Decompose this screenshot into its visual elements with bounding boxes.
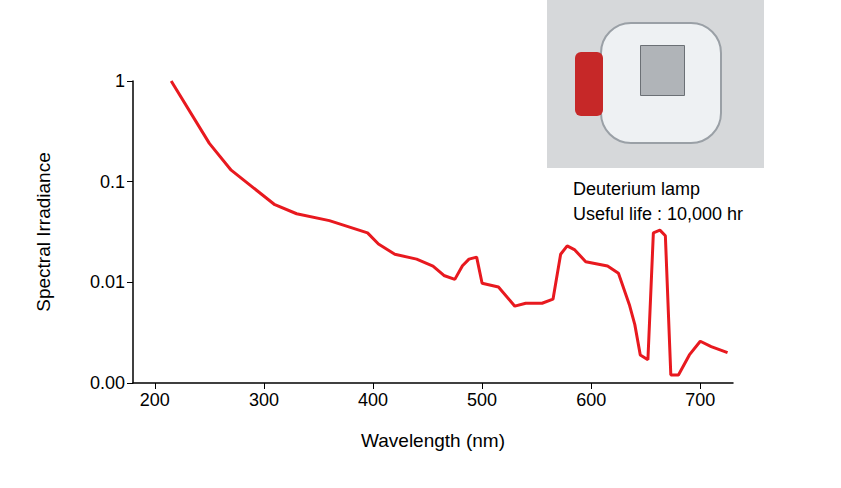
svg-text:1: 1	[115, 71, 125, 91]
svg-text:600: 600	[576, 390, 606, 410]
svg-text:500: 500	[467, 390, 497, 410]
svg-text:300: 300	[249, 390, 279, 410]
svg-text:0.1: 0.1	[100, 172, 125, 192]
svg-text:0.01: 0.01	[90, 272, 125, 292]
svg-text:Spectral Irradiance: Spectral Irradiance	[33, 152, 54, 311]
svg-text:700: 700	[685, 390, 715, 410]
svg-text:Useful life : 10,000 hr: Useful life : 10,000 hr	[573, 204, 743, 224]
svg-text:400: 400	[358, 390, 388, 410]
svg-text:200: 200	[140, 390, 170, 410]
svg-text:Deuterium lamp: Deuterium lamp	[573, 179, 700, 199]
svg-text:Wavelength (nm): Wavelength (nm)	[361, 430, 505, 451]
svg-text:0.00: 0.00	[90, 373, 125, 393]
